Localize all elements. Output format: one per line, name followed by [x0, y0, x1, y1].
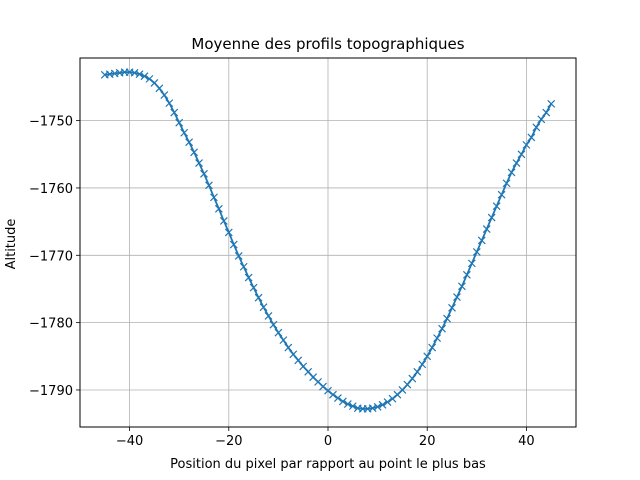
data-point-marker: [343, 400, 352, 409]
data-point-marker: [348, 402, 357, 411]
data-point-marker: [408, 374, 417, 383]
y-tick-label: −1770: [29, 249, 73, 264]
data-point-marker: [333, 394, 342, 402]
data-point-marker: [403, 380, 412, 389]
data-point-marker: [482, 225, 491, 233]
data-point-marker: [329, 390, 337, 399]
data-point-marker: [209, 193, 218, 202]
data-point-marker: [418, 360, 427, 369]
data-point-marker: [527, 133, 536, 142]
data-point-marker: [200, 169, 208, 178]
y-tick-label: −1780: [29, 317, 73, 332]
data-point-marker: [219, 217, 228, 225]
data-point-marker: [234, 252, 243, 260]
x-tick-label: 0: [324, 434, 332, 449]
data-point-marker: [373, 402, 382, 411]
data-point-marker: [378, 400, 387, 409]
data-point-marker: [462, 270, 471, 279]
data-point-marker: [205, 181, 213, 190]
data-point-marker: [135, 70, 144, 79]
data-point-marker: [289, 350, 298, 359]
data-point-marker: [457, 282, 466, 291]
data-point-marker: [185, 138, 194, 147]
data-point-marker: [532, 123, 541, 132]
x-tick-label: −20: [215, 434, 242, 449]
data-point-marker: [284, 343, 293, 352]
data-point-marker: [428, 343, 437, 352]
data-point-marker: [443, 314, 451, 323]
y-axis-label: Altitude: [4, 219, 19, 270]
data-point-marker: [388, 394, 397, 403]
data-point-marker: [269, 320, 278, 329]
data-point-marker: [438, 324, 447, 333]
data-point-marker: [383, 398, 392, 407]
data-point-marker: [547, 99, 556, 108]
data-point-marker: [433, 334, 442, 343]
data-point-marker: [324, 386, 332, 395]
data-point-marker: [274, 328, 283, 337]
data-point-marker: [294, 356, 303, 365]
data-point-marker: [487, 213, 496, 222]
data-point-marker: [497, 190, 506, 199]
data-point-marker: [492, 202, 501, 211]
data-point-marker: [453, 293, 461, 301]
axis-ticks: −40 −20 0 20 40 −1790 −1780 −1770 −1760 −1750: [29, 115, 535, 449]
data-point-marker: [319, 382, 327, 391]
data-point-marker: [448, 303, 456, 312]
data-point-marker: [259, 303, 268, 312]
x-tick-label: −40: [116, 434, 143, 449]
x-axis-label: Position du pixel par rapport au point l…: [170, 457, 486, 472]
data-point-marker: [338, 397, 347, 406]
data-point-marker: [413, 367, 422, 376]
data-point-marker: [180, 128, 189, 137]
data-point-marker: [254, 293, 263, 302]
data-point-marker: [502, 179, 511, 188]
data-point-marker: [264, 311, 273, 320]
data-point-marker: [214, 204, 223, 213]
data-point-marker: [244, 273, 253, 282]
data-point-marker: [170, 108, 179, 117]
data-point-marker: [467, 259, 476, 268]
data-point-marker: [145, 74, 154, 83]
data-point-marker: [140, 72, 149, 81]
data-point-marker: [249, 283, 258, 292]
y-tick-label: −1790: [29, 384, 73, 399]
data-point-marker: [517, 150, 526, 159]
data-point-marker: [537, 115, 546, 124]
data-point-marker: [155, 84, 164, 93]
data-point-marker: [224, 228, 233, 237]
data-point-marker: [190, 148, 199, 157]
x-tick-label: 40: [518, 434, 535, 449]
data-point-marker: [130, 68, 139, 77]
data-series: [100, 68, 556, 413]
data-point-marker: [195, 159, 203, 167]
data-point-marker: [512, 159, 521, 167]
chart-title: Moyenne des profils topographiques: [191, 35, 464, 53]
data-point-marker: [239, 262, 248, 271]
data-point-marker: [160, 91, 169, 99]
data-point-marker: [165, 99, 174, 108]
data-point-marker: [477, 236, 486, 245]
data-point-marker: [507, 168, 516, 177]
x-tick-label: 20: [419, 434, 436, 449]
data-point-marker: [542, 108, 551, 117]
data-point-marker: [229, 240, 238, 249]
data-point-marker: [423, 352, 432, 361]
data-point-marker: [368, 404, 377, 413]
y-tick-label: −1760: [29, 182, 73, 197]
data-point-marker: [472, 248, 481, 256]
data-point-marker: [279, 336, 288, 345]
y-tick-label: −1750: [29, 115, 73, 130]
data-point-marker: [175, 118, 184, 127]
data-point-marker: [522, 140, 531, 149]
